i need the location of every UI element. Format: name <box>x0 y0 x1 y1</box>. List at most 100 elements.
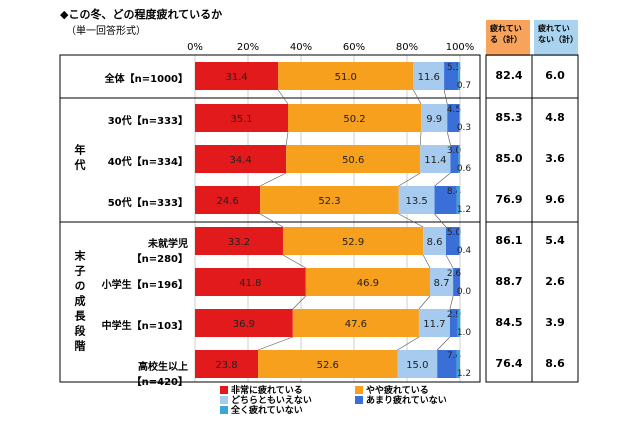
tired-total-value: 84.5 <box>495 316 523 329</box>
category-label: 50代【n=333】 <box>107 198 188 209</box>
tired-total-value: 86.1 <box>495 234 523 247</box>
bar-segment <box>418 309 450 337</box>
connector-line <box>397 336 420 351</box>
bar-segment <box>437 350 457 378</box>
connector-line <box>285 131 289 146</box>
bar-segment <box>195 268 306 296</box>
connector-line <box>292 295 306 310</box>
data-label: 11.4 <box>424 155 446 166</box>
legend-swatch <box>355 395 363 404</box>
bar-segment <box>450 145 459 173</box>
connector-line <box>260 172 287 187</box>
tired-total-value: 76.9 <box>495 193 523 206</box>
connector-line <box>434 213 447 228</box>
data-label: 8.7 <box>434 278 450 289</box>
connector-line <box>446 131 451 146</box>
data-label: 3.0 <box>447 146 462 156</box>
bar-segment <box>258 350 398 378</box>
data-label: 50.2 <box>343 114 365 125</box>
legend-swatch <box>220 385 228 394</box>
legend-swatch <box>355 385 363 394</box>
data-label: 5.0 <box>447 228 462 238</box>
bar-segment <box>195 309 293 337</box>
connector-line <box>445 254 454 269</box>
not-tired-total-value: 6.0 <box>545 69 565 82</box>
category-label: 40代【n=334】 <box>107 157 188 168</box>
data-label: 4.5 <box>447 105 461 115</box>
legend-item: 全く疲れていない <box>220 403 303 416</box>
bar-segment <box>398 186 435 214</box>
bar-segment <box>288 104 422 132</box>
data-label: 2.9 <box>447 310 462 320</box>
tired-total-value: 85.3 <box>495 111 523 124</box>
data-label: 23.8 <box>215 360 237 371</box>
legend-swatch <box>220 405 228 414</box>
chart-title: ◆この冬、どの程度疲れているか <box>60 8 223 21</box>
category-label: 未就学児【n=280】 <box>131 239 188 265</box>
tired-total-value: 85.0 <box>495 152 523 165</box>
data-label: 52.3 <box>318 196 340 207</box>
x-tick-label: 40% <box>289 42 313 53</box>
data-label: 34.4 <box>229 155 251 166</box>
data-label: 33.2 <box>228 237 250 248</box>
not-tired-total-value: 3.9 <box>545 316 565 329</box>
tired-total-value: 88.7 <box>495 275 523 288</box>
data-label: 41.8 <box>239 278 261 289</box>
bar-segment <box>195 227 283 255</box>
data-label: 0.6 <box>457 164 472 174</box>
bar-segment <box>260 186 399 214</box>
connector-line <box>413 89 422 105</box>
data-label: 50.6 <box>342 155 364 166</box>
x-tick-label: 100% <box>445 42 475 53</box>
bar-segment <box>453 268 460 296</box>
data-label: 2.6 <box>447 269 462 279</box>
bar-segment <box>434 186 457 214</box>
bar-segment <box>195 104 289 132</box>
data-label: 11.6 <box>418 72 440 83</box>
bar-segment <box>420 145 451 173</box>
legend-item: あまり疲れていない <box>355 393 447 406</box>
not-tired-total-value: 5.4 <box>545 234 565 247</box>
data-label: 0.7 <box>457 81 471 91</box>
not-tired-total-value: 4.8 <box>545 111 565 124</box>
data-label: 47.6 <box>345 319 367 330</box>
bar-segment <box>195 350 259 378</box>
data-label: 9.9 <box>426 114 442 125</box>
connector-line <box>419 131 422 146</box>
bar-segment <box>413 62 445 90</box>
x-tick-label: 60% <box>342 42 366 53</box>
bar-segment <box>423 227 446 255</box>
connector-line <box>398 213 424 228</box>
bar-segment <box>457 309 461 337</box>
category-label: 中学生【n=103】 <box>101 321 188 332</box>
not-tired-total-value: 8.6 <box>545 357 565 370</box>
bar-segment <box>278 62 414 90</box>
data-label: 1.2 <box>457 205 471 215</box>
category-label: 30代【n=333】 <box>107 116 188 127</box>
header-tired-total: 疲れている（計） <box>486 20 530 56</box>
connector-line <box>398 172 421 187</box>
data-label: 46.9 <box>357 278 379 289</box>
connector-line <box>418 295 431 310</box>
bar-segment <box>444 62 459 90</box>
data-label: 51.0 <box>335 72 357 83</box>
data-label: 15.0 <box>406 360 428 371</box>
bar-segment <box>421 104 448 132</box>
legend-label: やや疲れている <box>366 386 429 396</box>
legend-item: どちらともいえない <box>220 393 312 406</box>
data-label: 1.0 <box>457 328 472 338</box>
data-label: 0.4 <box>457 246 472 256</box>
group-label-age: 年代 <box>73 144 86 174</box>
connector-line <box>443 89 448 105</box>
bar-segment <box>459 104 460 132</box>
data-label: 13.5 <box>406 196 428 207</box>
category-label: 高校生以上【n=420】 <box>131 362 188 388</box>
data-label: 11.7 <box>423 319 445 330</box>
connector-line <box>282 254 306 269</box>
bar-segment <box>459 227 461 255</box>
legend-label: 全く疲れていない <box>231 406 303 416</box>
bar-segment <box>456 186 460 214</box>
legend-label: 非常に疲れている <box>231 386 303 396</box>
connector-line <box>449 295 454 310</box>
